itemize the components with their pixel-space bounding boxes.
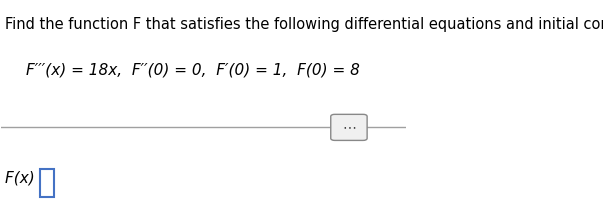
Text: F′′′(x) = 18x,  F′′(0) = 0,  F′(0) = 1,  F(0) = 8: F′′′(x) = 18x, F′′(0) = 0, F′(0) = 1, F(… [26,62,359,77]
FancyBboxPatch shape [40,169,54,197]
Text: ⋯: ⋯ [342,120,356,134]
Text: F(x) =: F(x) = [5,171,58,186]
Text: Find the function F that satisfies the following differential equations and init: Find the function F that satisfies the f… [5,16,603,32]
FancyBboxPatch shape [331,114,367,140]
